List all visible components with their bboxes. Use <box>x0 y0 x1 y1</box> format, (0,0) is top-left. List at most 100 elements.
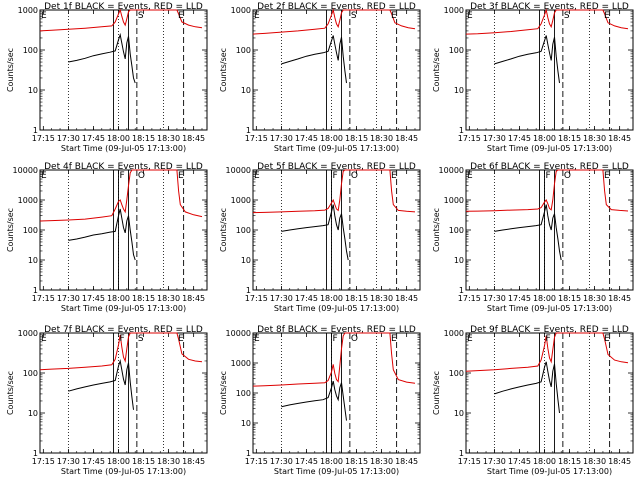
x-tick-label: 18:45 <box>395 134 418 143</box>
event-annotation: O <box>351 171 358 181</box>
x-axis-label: Start Time (09-Jul-05 17:13:00) <box>274 467 399 476</box>
plot-frame <box>39 332 208 454</box>
y-tick-label: 10 <box>241 86 251 95</box>
y-tick-label: 1 <box>459 126 464 135</box>
x-tick-label: 18:00 <box>533 457 556 466</box>
x-axis-label: Start Time (09-Jul-05 17:13:00) <box>61 144 186 153</box>
y-axis-label: Counts/sec <box>219 48 228 92</box>
x-tick-label: 18:15 <box>558 457 581 466</box>
x-tick-label: 18:15 <box>345 294 368 303</box>
event-annotation: E <box>178 334 184 344</box>
x-tick-label: 18:00 <box>533 134 556 143</box>
event-annotation: E <box>467 11 473 21</box>
y-tick-label: 1 <box>459 286 464 295</box>
event-annotation: O <box>138 171 145 181</box>
plot-frame <box>252 332 421 454</box>
panel-title: Det 5f BLACK = Events, RED = LLD <box>257 162 416 172</box>
x-tick-label: 17:45 <box>82 457 105 466</box>
y-axis-label: Counts/sec <box>432 371 441 415</box>
event-annotation: E <box>604 11 610 21</box>
y-axis-label: Counts/sec <box>219 371 228 415</box>
x-tick-label: 17:15 <box>32 457 55 466</box>
x-tick-label: 17:30 <box>270 457 293 466</box>
y-tick-label: 1000 <box>444 329 464 338</box>
x-tick-label: 18:15 <box>132 457 155 466</box>
lld-series-line <box>465 332 629 372</box>
x-tick-label: 18:00 <box>107 134 130 143</box>
panel-title: Det 8f BLACK = Events, RED = LLD <box>257 325 416 335</box>
x-tick-label: 18:30 <box>157 457 180 466</box>
y-tick-label: 1 <box>33 286 38 295</box>
lld-series-line <box>252 8 416 35</box>
event-annotation: F <box>545 334 550 344</box>
x-axis-label: Start Time (09-Jul-05 17:13:00) <box>487 304 612 313</box>
y-tick-label: 10 <box>28 409 38 418</box>
y-tick-label: 100 <box>449 369 464 378</box>
plot-frame <box>39 169 208 291</box>
x-axis-label: Start Time (09-Jul-05 17:13:00) <box>487 144 612 153</box>
x-tick-label: 17:15 <box>32 134 55 143</box>
events-series-line <box>281 204 349 261</box>
event-annotation: E <box>391 11 397 21</box>
y-tick-label: 10000 <box>226 329 251 338</box>
events-series-line <box>68 32 136 84</box>
events-series-line <box>281 380 347 421</box>
x-tick-label: 18:15 <box>132 134 155 143</box>
x-tick-label: 18:30 <box>157 134 180 143</box>
x-tick-label: 17:30 <box>270 134 293 143</box>
event-annotation: E <box>254 334 260 344</box>
x-tick-label: 17:30 <box>270 294 293 303</box>
x-tick-label: 17:45 <box>508 457 531 466</box>
x-tick-label: 17:30 <box>57 134 80 143</box>
y-tick-label: 10 <box>241 419 251 428</box>
lld-series-line <box>39 169 203 222</box>
event-annotation: E <box>178 11 184 21</box>
events-series-line <box>281 35 347 84</box>
x-tick-label: 17:15 <box>458 134 481 143</box>
x-tick-label: 18:00 <box>320 457 343 466</box>
x-tick-label: 17:30 <box>483 457 506 466</box>
lld-series-line <box>465 8 629 35</box>
y-axis-label: Counts/sec <box>6 208 15 252</box>
x-tick-label: 17:45 <box>295 294 318 303</box>
detector-panel-9: Det 9f BLACK = Events, RED = LLD 1 10 100 10… <box>432 325 634 476</box>
x-tick-label: 18:00 <box>107 294 130 303</box>
y-tick-label: 10000 <box>439 166 464 175</box>
y-tick-label: 1 <box>246 126 251 135</box>
panel-title: Det 3f BLACK = Events, RED = LLD <box>470 2 629 12</box>
event-annotation: E <box>254 171 260 181</box>
x-tick-label: 18:15 <box>345 457 368 466</box>
lld-series-line <box>252 169 416 214</box>
event-annotation: S <box>564 11 570 21</box>
x-tick-label: 17:30 <box>483 134 506 143</box>
lld-series-line <box>252 332 416 387</box>
x-tick-label: 17:15 <box>32 294 55 303</box>
detector-panel-6: Det 6f BLACK = Events, RED = LLD 1 10 100 10… <box>432 162 634 313</box>
event-annotation: E <box>467 334 473 344</box>
x-tick-label: 17:30 <box>57 294 80 303</box>
x-tick-label: 17:45 <box>295 134 318 143</box>
events-series-line <box>68 359 134 410</box>
detector-panel-3: Det 3f BLACK = Events, RED = LLD 1 10 100 10… <box>432 2 634 153</box>
event-annotation: O <box>351 334 358 344</box>
y-tick-label: 10 <box>28 256 38 265</box>
x-tick-label: 18:45 <box>182 134 205 143</box>
x-tick-label: 18:45 <box>608 294 631 303</box>
plot-frame <box>465 332 634 454</box>
event-annotation: E <box>467 171 473 181</box>
x-tick-label: 18:00 <box>320 294 343 303</box>
y-tick-label: 100 <box>23 46 38 55</box>
event-annotation: E <box>41 334 47 344</box>
event-annotation: E <box>391 334 397 344</box>
y-tick-label: 1 <box>33 126 38 135</box>
x-tick-label: 18:30 <box>370 294 393 303</box>
x-tick-label: 18:45 <box>608 457 631 466</box>
y-axis-label: Counts/sec <box>6 371 15 415</box>
x-tick-label: 18:00 <box>107 457 130 466</box>
plot-frame <box>465 9 634 131</box>
event-annotation: S <box>138 334 144 344</box>
y-tick-label: 100 <box>449 46 464 55</box>
x-axis-label: Start Time (09-Jul-05 17:13:00) <box>274 144 399 153</box>
y-axis-label: Counts/sec <box>219 208 228 252</box>
x-tick-label: 18:00 <box>320 134 343 143</box>
